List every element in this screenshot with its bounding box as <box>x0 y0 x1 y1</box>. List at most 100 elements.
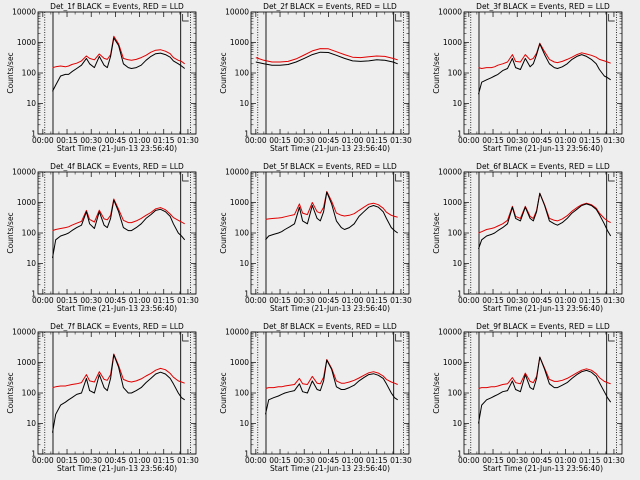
detector-panel-4: Det_4f BLACK = Events, RED = LLD 1 10 100 10… <box>6 162 199 313</box>
x-tick-label: 00:15 <box>269 136 291 145</box>
y-tick-label: 10000 <box>12 168 36 177</box>
x-tick-label: 00:45 <box>318 456 340 465</box>
x-tick-label: 01:15 <box>579 456 601 465</box>
series-line-lld <box>265 191 398 220</box>
x-tick-label: 00:30 <box>80 136 102 145</box>
y-axis-label: Counts/sec <box>219 52 228 93</box>
y-tick-label: 10000 <box>438 328 462 337</box>
y-tick-label: 1 <box>457 130 462 139</box>
x-tick-label: 00:00 <box>32 296 54 305</box>
y-tick-label: 1000 <box>230 358 249 367</box>
series-line-events <box>478 356 612 424</box>
x-tick-label: 00:00 <box>458 456 480 465</box>
series-line-events <box>478 192 612 250</box>
y-tick-label: 1 <box>244 290 249 299</box>
x-axis-label: Start Time (21-Jun-13 23:56:40) <box>57 304 177 313</box>
x-tick-label: 01:15 <box>579 296 601 305</box>
y-tick-label: 10000 <box>225 168 249 177</box>
y-tick-label: 1 <box>31 290 36 299</box>
x-tick-label: 00:00 <box>458 136 480 145</box>
x-tick-label: 00:45 <box>318 296 340 305</box>
y-tick-label: 10 <box>452 259 462 268</box>
x-tick-label: 01:30 <box>603 136 625 145</box>
y-tick-label: 10 <box>239 99 249 108</box>
interval-bracket <box>395 14 402 22</box>
y-tick-label: 100 <box>22 229 37 238</box>
series-line-lld <box>478 356 611 389</box>
x-tick-label: 00:45 <box>531 456 553 465</box>
y-axis-label: Counts/sec <box>219 212 228 253</box>
x-tick-label: 00:30 <box>506 136 528 145</box>
series-line-lld <box>52 353 185 389</box>
interval-bracket <box>608 14 615 22</box>
series-line-events <box>478 43 611 95</box>
x-tick-label: 01:30 <box>390 296 412 305</box>
detector-panel-2: Det_2f BLACK = Events, RED = LLD 1 10 100 10… <box>219 2 412 153</box>
x-tick-label: 00:45 <box>105 296 127 305</box>
y-tick-label: 10 <box>26 259 36 268</box>
plot-frame <box>250 171 410 295</box>
y-tick-label: 1000 <box>443 358 462 367</box>
plot-frame <box>250 11 410 135</box>
plot-frame <box>37 171 197 295</box>
x-tick-label: 01:00 <box>129 296 151 305</box>
interval-bracket <box>395 334 402 342</box>
x-tick-label: 00:30 <box>293 456 315 465</box>
panel-title: Det_1f BLACK = Events, RED = LLD <box>50 2 184 11</box>
x-tick-label: 01:30 <box>390 456 412 465</box>
detector-panel-7: Det_7f BLACK = Events, RED = LLD 1 10 100 10… <box>6 322 199 473</box>
detector-panel-8: Det_8f BLACK = Events, RED = LLD 1 10 100 10… <box>219 322 412 473</box>
x-tick-label: 01:15 <box>366 296 388 305</box>
x-tick-label: 01:15 <box>366 456 388 465</box>
x-tick-label: 00:00 <box>245 136 267 145</box>
y-tick-label: 10000 <box>225 8 249 17</box>
y-tick-label: 1 <box>457 290 462 299</box>
detector-panel-9: Det_9f BLACK = Events, RED = LLD 1 10 100 10… <box>432 322 625 473</box>
x-tick-label: 00:15 <box>56 296 78 305</box>
y-tick-label: 1000 <box>443 198 462 207</box>
y-axis-label: Counts/sec <box>6 372 15 413</box>
x-tick-label: 01:30 <box>603 456 625 465</box>
y-tick-label: 10 <box>239 419 249 428</box>
x-tick-label: 01:30 <box>177 136 199 145</box>
x-tick-label: 00:45 <box>105 136 127 145</box>
y-tick-label: 1000 <box>443 38 462 47</box>
panel-title: Det_4f BLACK = Events, RED = LLD <box>50 162 184 171</box>
y-tick-label: 100 <box>22 389 37 398</box>
y-tick-label: 100 <box>22 69 37 78</box>
interval-bracket <box>608 174 615 182</box>
series-line-events <box>52 37 186 92</box>
x-tick-label: 01:00 <box>129 136 151 145</box>
y-axis-label: Counts/sec <box>6 52 15 93</box>
detector-panel-5: Det_5f BLACK = Events, RED = LLD 1 10 100 10… <box>219 162 412 313</box>
x-tick-label: 00:30 <box>80 296 102 305</box>
x-axis-label: Start Time (21-Jun-13 23:56:40) <box>483 304 603 313</box>
y-tick-label: 10 <box>26 99 36 108</box>
y-tick-label: 1 <box>31 130 36 139</box>
panel-title: Det_3f BLACK = Events, RED = LLD <box>476 2 610 11</box>
x-tick-label: 00:15 <box>482 296 504 305</box>
x-tick-label: 01:00 <box>342 456 364 465</box>
y-axis-label: Counts/sec <box>432 212 441 253</box>
panel-title: Det_9f BLACK = Events, RED = LLD <box>476 322 610 331</box>
x-tick-label: 01:15 <box>153 136 175 145</box>
y-tick-label: 10000 <box>438 8 462 17</box>
y-tick-label: 100 <box>235 69 250 78</box>
x-tick-label: 01:00 <box>555 136 577 145</box>
x-tick-label: 00:45 <box>105 456 127 465</box>
y-tick-label: 1000 <box>230 38 249 47</box>
series-line-lld <box>478 42 611 69</box>
series-line-events <box>265 191 399 241</box>
plot-frame <box>37 11 197 135</box>
interval-bracket <box>608 334 615 342</box>
x-tick-label: 01:00 <box>129 456 151 465</box>
panel-title: Det_2f BLACK = Events, RED = LLD <box>263 2 397 11</box>
y-tick-label: 10 <box>452 419 462 428</box>
x-tick-label: 00:30 <box>506 296 528 305</box>
x-tick-label: 00:30 <box>293 136 315 145</box>
y-tick-label: 1000 <box>230 198 249 207</box>
y-tick-label: 10000 <box>12 328 36 337</box>
x-tick-label: 01:00 <box>555 456 577 465</box>
y-axis-label: Counts/sec <box>432 52 441 93</box>
